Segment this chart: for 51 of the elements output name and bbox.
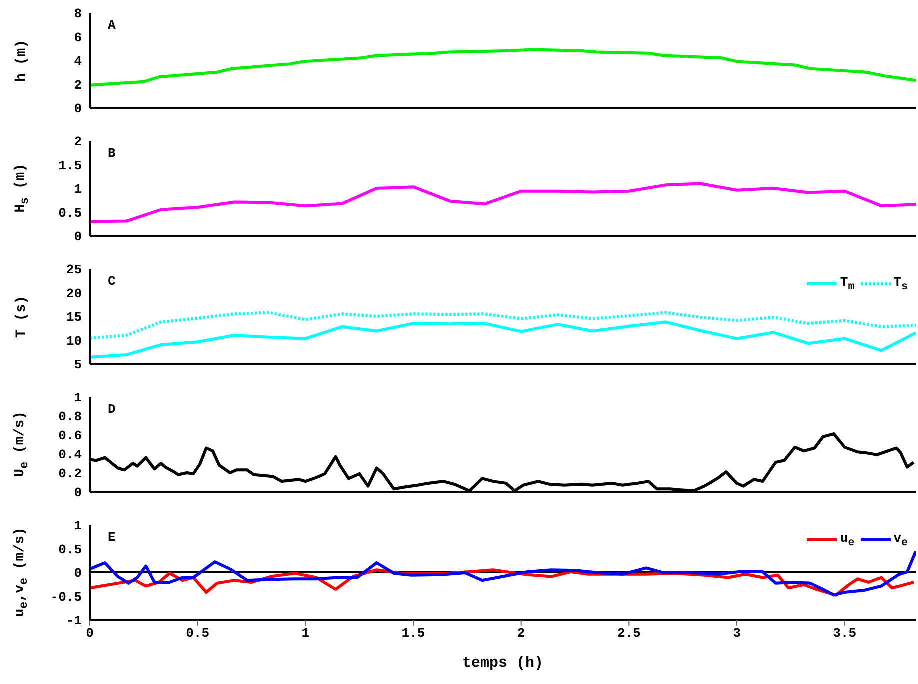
y-tick-label: 1 bbox=[74, 182, 82, 198]
y-tick-label: 8 bbox=[74, 6, 82, 22]
x-tick-label: 3 bbox=[733, 626, 742, 642]
y-tick-label: 0.5 bbox=[58, 542, 82, 558]
annotation: B bbox=[108, 146, 116, 161]
legend-label: T$_{s}$ bbox=[894, 275, 908, 294]
x-tick-label: 0.5 bbox=[186, 626, 210, 642]
annotation: E bbox=[108, 530, 116, 545]
legend-label: v$_{e}$ bbox=[894, 531, 908, 550]
line-series bbox=[90, 320, 916, 359]
y-tick-label: 10 bbox=[66, 334, 82, 349]
x-tick-label: 1 bbox=[302, 626, 310, 642]
x-tick-label: 2 bbox=[517, 626, 526, 642]
annotation: C bbox=[108, 274, 116, 289]
line-series bbox=[90, 182, 916, 224]
y-tick-label: 0.6 bbox=[58, 428, 82, 444]
y-tick-label: 25 bbox=[66, 262, 82, 278]
y-axis-title: T (s) bbox=[14, 295, 30, 338]
y-tick-label: 1 bbox=[74, 518, 82, 534]
y-tick-label: 2 bbox=[74, 134, 82, 150]
line-series bbox=[90, 48, 916, 87]
y-tick-label: 0.5 bbox=[58, 206, 82, 221]
y-tick-label: 0.4 bbox=[58, 448, 82, 463]
y-tick-label: 15 bbox=[66, 310, 82, 326]
x-tick-label: 0 bbox=[86, 626, 94, 642]
y-tick-label: 1 bbox=[74, 390, 82, 406]
y-tick-label: 4 bbox=[74, 54, 82, 70]
y-tick-label: 0.2 bbox=[58, 466, 82, 482]
x-tick-label: 3.5 bbox=[833, 626, 857, 642]
y-tick-label: 0 bbox=[74, 102, 82, 117]
y-tick-label: 20 bbox=[66, 286, 82, 302]
y-tick-label: -0.5 bbox=[50, 590, 82, 605]
y-tick-label: 0 bbox=[74, 486, 82, 501]
y-tick-label: 2 bbox=[74, 78, 82, 93]
y-tick-label: 1.5 bbox=[58, 158, 82, 174]
y-tick-label: 0.8 bbox=[58, 410, 82, 425]
legend-label: u$_{e}$ bbox=[840, 531, 855, 550]
x-axis-title: temps (h) bbox=[461, 655, 544, 672]
line-series bbox=[90, 550, 916, 597]
legend-label: T$_{m}$ bbox=[840, 275, 855, 294]
y-tick-label: 6 bbox=[74, 30, 82, 46]
y-tick-label: 0 bbox=[74, 230, 82, 245]
annotation: D bbox=[108, 402, 116, 417]
line-series bbox=[90, 311, 916, 340]
x-tick-label: 1.5 bbox=[402, 626, 426, 642]
y-tick-label: -1 bbox=[66, 614, 82, 629]
y-axis-title: h (m) bbox=[14, 39, 30, 82]
x-tick-label: 2.5 bbox=[617, 626, 642, 642]
annotation: A bbox=[108, 18, 116, 33]
y-tick-label: 0 bbox=[74, 566, 82, 582]
y-tick-label: 5 bbox=[74, 358, 82, 373]
